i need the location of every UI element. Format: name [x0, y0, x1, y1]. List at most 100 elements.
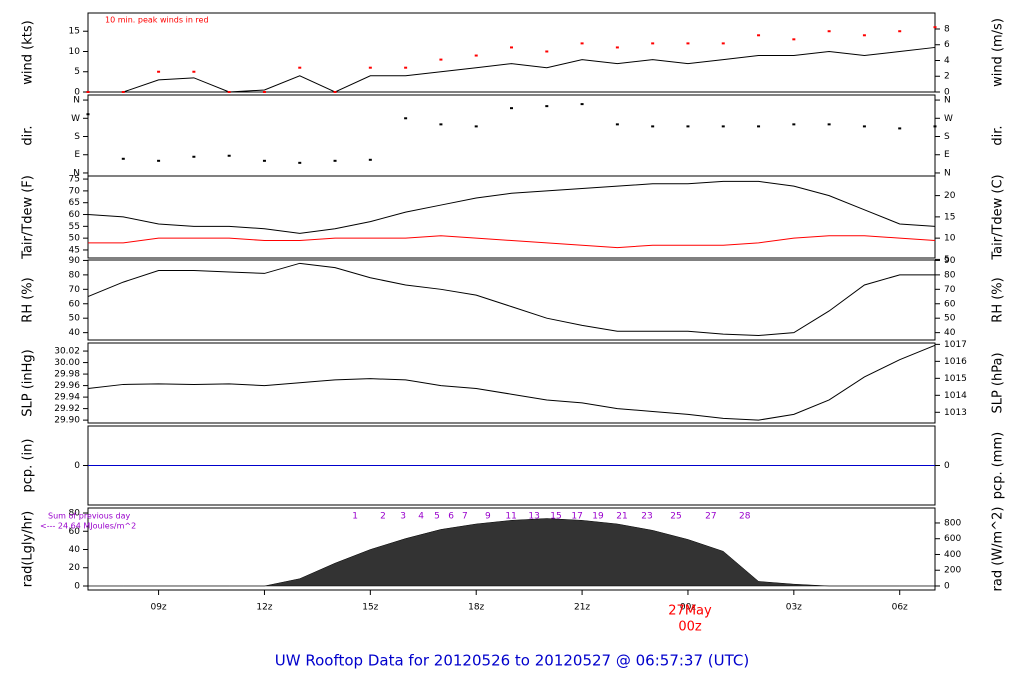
y2-tick-label: 800	[944, 518, 961, 528]
cumulative-label: 17	[571, 512, 582, 522]
data-dot	[121, 157, 125, 160]
y2-axis-label: SLP (hPa)	[991, 352, 1006, 413]
data-dot	[333, 91, 337, 93]
data-dot	[757, 34, 761, 37]
y2-tick-label: E	[944, 150, 950, 160]
data-dot	[192, 70, 196, 73]
data-line	[87, 262, 935, 337]
y2-tick-label: 50	[944, 314, 956, 324]
y2-tick-label: 2	[944, 72, 950, 82]
data-dot	[86, 91, 90, 93]
y2-tick-label: 1017	[944, 340, 967, 350]
data-dot	[933, 125, 937, 128]
y2-tick-label: 0	[944, 88, 950, 98]
y-tick-label: 90	[69, 256, 81, 266]
hour-label: 00z	[678, 620, 702, 635]
y2-tick-label: 200	[944, 566, 961, 576]
cumulative-label: 27	[705, 512, 716, 522]
y-tick-label: E	[74, 150, 80, 160]
y2-tick-label: 5	[944, 255, 950, 265]
data-line	[88, 46, 936, 93]
y2-tick-label: 80	[944, 270, 956, 280]
data-dot	[404, 117, 408, 120]
data-dot	[192, 155, 196, 158]
data-dot	[298, 161, 302, 164]
data-dot	[933, 26, 937, 29]
data-dot	[474, 125, 478, 128]
cumulative-label: 11	[505, 512, 516, 522]
y2-tick-label: 0	[944, 581, 950, 591]
cumulative-label: 25	[670, 512, 681, 522]
cumulative-label: 15	[550, 512, 561, 522]
data-dot	[686, 42, 690, 45]
data-dot	[121, 91, 125, 93]
y-tick-label: 55	[69, 222, 80, 232]
cumulative-label: 6	[448, 512, 454, 522]
data-dot	[439, 123, 443, 126]
y2-tick-label: 40	[944, 328, 956, 338]
cumulative-label: 5	[434, 512, 440, 522]
y2-tick-label: 600	[944, 534, 961, 544]
panel-frame	[87, 175, 936, 259]
y-tick-label: 0	[74, 581, 80, 591]
y-tick-label: 40	[69, 328, 81, 338]
data-dot	[227, 154, 231, 157]
y-tick-label: 30.02	[54, 347, 80, 357]
data-dot	[862, 125, 866, 128]
cumulative-label: 19	[592, 512, 604, 522]
data-dot	[580, 42, 584, 45]
data-dot	[510, 46, 513, 49]
date-label: 27May	[668, 604, 712, 619]
data-dot	[157, 159, 161, 162]
data-dot	[545, 50, 549, 53]
y2-tick-label: 4	[944, 56, 950, 66]
data-dot	[898, 30, 902, 33]
x-tick-label: 15z	[362, 603, 378, 613]
data-dot	[510, 107, 513, 110]
y-tick-label: 60	[69, 210, 81, 220]
data-dot	[721, 42, 725, 45]
data-dot	[262, 91, 266, 93]
x-tick-label: 21z	[574, 603, 590, 613]
y2-axis-label: pcp. (mm)	[991, 432, 1006, 499]
y2-tick-label: 8	[944, 24, 950, 34]
data-dot	[721, 125, 725, 128]
footer-title: UW Rooftop Data for 20120526 to 20120527…	[275, 652, 749, 670]
cumulative-label: 23	[641, 512, 652, 522]
y2-tick-label: N	[944, 168, 951, 178]
y-tick-label: 80	[69, 270, 81, 280]
y-tick-label: 29.98	[54, 370, 80, 380]
y-tick-label: N	[73, 168, 80, 178]
y-tick-label: 29.96	[54, 381, 80, 391]
x-tick-label: 18z	[468, 603, 484, 613]
x-tick-label: 06z	[892, 603, 908, 613]
y-tick-label: 70	[69, 285, 81, 295]
y-tick-label: 0	[74, 88, 80, 98]
data-dot	[615, 46, 619, 49]
cumulative-label: 3	[400, 512, 406, 522]
y-axis-label: pcp. (in)	[21, 439, 36, 493]
y2-tick-label: 0	[944, 461, 950, 471]
y-tick-label: 60	[69, 527, 81, 537]
data-dot	[792, 123, 796, 126]
y2-tick-label: N	[944, 96, 951, 106]
y2-tick-label: 15	[944, 212, 955, 222]
y2-tick-label: W	[944, 114, 953, 124]
y-tick-label: 60	[69, 299, 81, 309]
y2-axis-label: RH (%)	[991, 277, 1006, 322]
y-tick-label: 50	[69, 234, 81, 244]
x-tick-label: 03z	[786, 603, 802, 613]
y-tick-label: 65	[69, 198, 80, 208]
data-line	[88, 235, 936, 249]
data-dot	[439, 58, 443, 61]
y-tick-label: 45	[69, 245, 80, 255]
panel-frame	[87, 94, 936, 177]
y-tick-label: 30.00	[54, 358, 80, 368]
sum-value-label: <--- 24.64 MJoules/m^2	[40, 522, 136, 531]
y-tick-label: 50	[69, 314, 81, 324]
cumulative-label: 7	[462, 512, 468, 522]
y2-axis-label: wind (m/s)	[991, 18, 1006, 87]
data-dot	[545, 105, 549, 108]
data-dot	[262, 159, 266, 162]
